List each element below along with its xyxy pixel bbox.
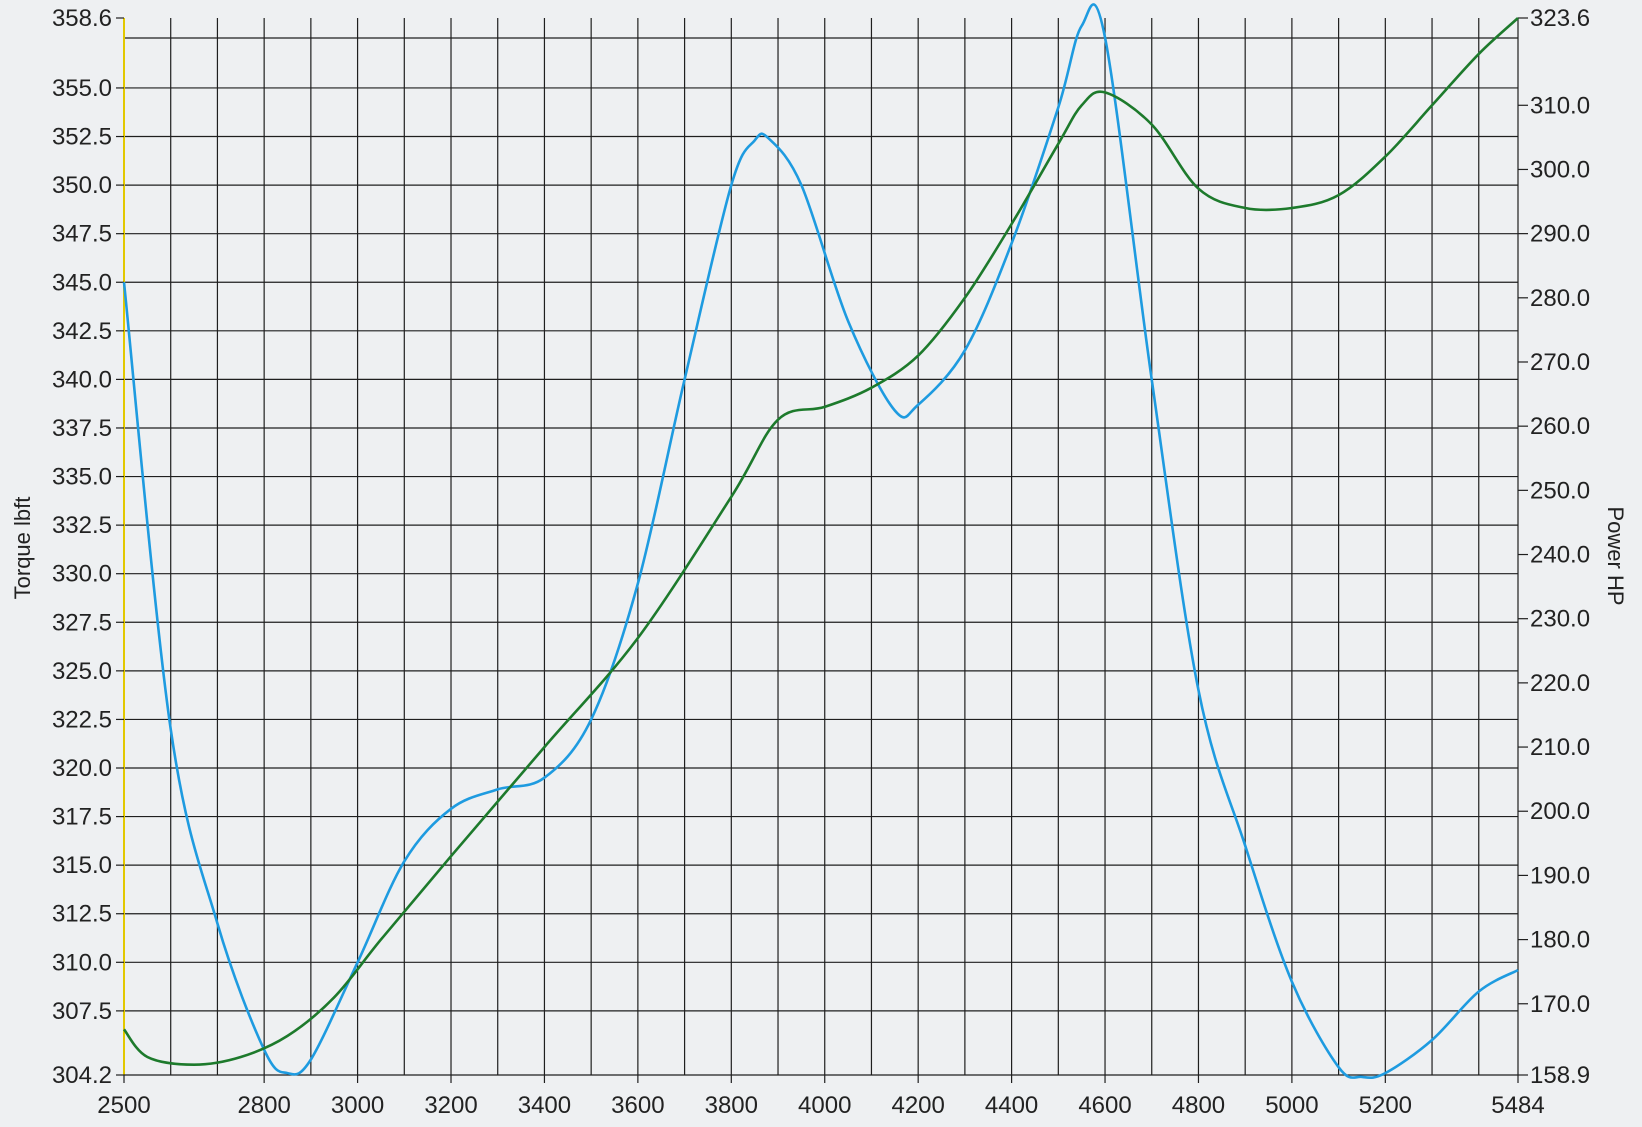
left-tick-label: 330.0 <box>52 561 112 588</box>
right-tick-label: 323.6 <box>1530 5 1590 32</box>
power-series-line <box>122 17 1519 1066</box>
left-tick-label: 347.5 <box>52 221 112 248</box>
left-tick-label: 355.0 <box>52 75 112 102</box>
right-tick-label: 158.9 <box>1530 1062 1590 1089</box>
right-tick-label: 280.0 <box>1530 285 1590 312</box>
left-tick-label: 342.5 <box>52 318 112 345</box>
left-tick-label: 320.0 <box>52 755 112 782</box>
right-tick-label: 270.0 <box>1530 349 1590 376</box>
x-tick-label: 3200 <box>424 1092 477 1119</box>
left-tick-label: 358.6 <box>52 5 112 32</box>
x-tick-label: 4800 <box>1172 1092 1225 1119</box>
right-tick-label: 250.0 <box>1530 477 1590 504</box>
right-tick-label: 230.0 <box>1530 606 1590 633</box>
x-tick-label: 4200 <box>891 1092 944 1119</box>
right-tick-label: 310.0 <box>1530 92 1590 119</box>
x-tick-label: 5200 <box>1359 1092 1412 1119</box>
left-tick-label: 312.5 <box>52 901 112 928</box>
left-tick-label: 345.0 <box>52 269 112 296</box>
right-tick-label: 190.0 <box>1530 862 1590 889</box>
x-tick-label: 3600 <box>611 1092 664 1119</box>
left-tick-label: 325.0 <box>52 658 112 685</box>
left-tick-label: 304.2 <box>52 1062 112 1089</box>
right-tick-label: 180.0 <box>1530 927 1590 954</box>
right-tick-label: 300.0 <box>1530 156 1590 183</box>
x-tick-label: 3400 <box>518 1092 571 1119</box>
left-tick-label: 332.5 <box>52 512 112 539</box>
right-tick-label: 260.0 <box>1530 413 1590 440</box>
right-tick-label: 170.0 <box>1530 991 1590 1018</box>
x-tick-label: 4000 <box>798 1092 851 1119</box>
left-tick-label: 317.5 <box>52 804 112 831</box>
right-axis-title: Power HP <box>1603 506 1628 605</box>
x-tick-label: 3000 <box>331 1092 384 1119</box>
right-tick-label: 210.0 <box>1530 734 1590 761</box>
left-tick-label: 340.0 <box>52 366 112 393</box>
x-tick-label: 2800 <box>237 1092 290 1119</box>
torque-series-line <box>122 3 1519 1080</box>
x-tick-label: 3800 <box>705 1092 758 1119</box>
right-tick-label: 290.0 <box>1530 221 1590 248</box>
left-tick-label: 327.5 <box>52 609 112 636</box>
right-tick-label: 240.0 <box>1530 542 1590 569</box>
right-tick-label: 220.0 <box>1530 670 1590 697</box>
right-tick-label: 200.0 <box>1530 798 1590 825</box>
x-tick-label: 4600 <box>1078 1092 1131 1119</box>
series <box>122 3 1519 1080</box>
left-tick-label: 337.5 <box>52 415 112 442</box>
left-tick-label: 350.0 <box>52 172 112 199</box>
axes <box>116 17 1528 1083</box>
left-tick-label: 335.0 <box>52 464 112 491</box>
left-tick-label: 310.0 <box>52 949 112 976</box>
left-axis-title: Torque lbft <box>10 497 35 600</box>
x-tick-label: 5000 <box>1265 1092 1318 1119</box>
left-tick-label: 352.5 <box>52 124 112 151</box>
tick-labels: 358.6 355.0 352.5 350.0 347.5 345.0 342.5 340.0… <box>52 5 1590 1119</box>
left-tick-label: 307.5 <box>52 998 112 1025</box>
x-tick-label: 2500 <box>97 1092 150 1119</box>
x-tick-label: 5484 <box>1491 1092 1544 1119</box>
x-tick-label: 4400 <box>985 1092 1038 1119</box>
left-tick-label: 322.5 <box>52 706 112 733</box>
grid <box>124 18 1518 1075</box>
left-tick-label: 315.0 <box>52 852 112 879</box>
